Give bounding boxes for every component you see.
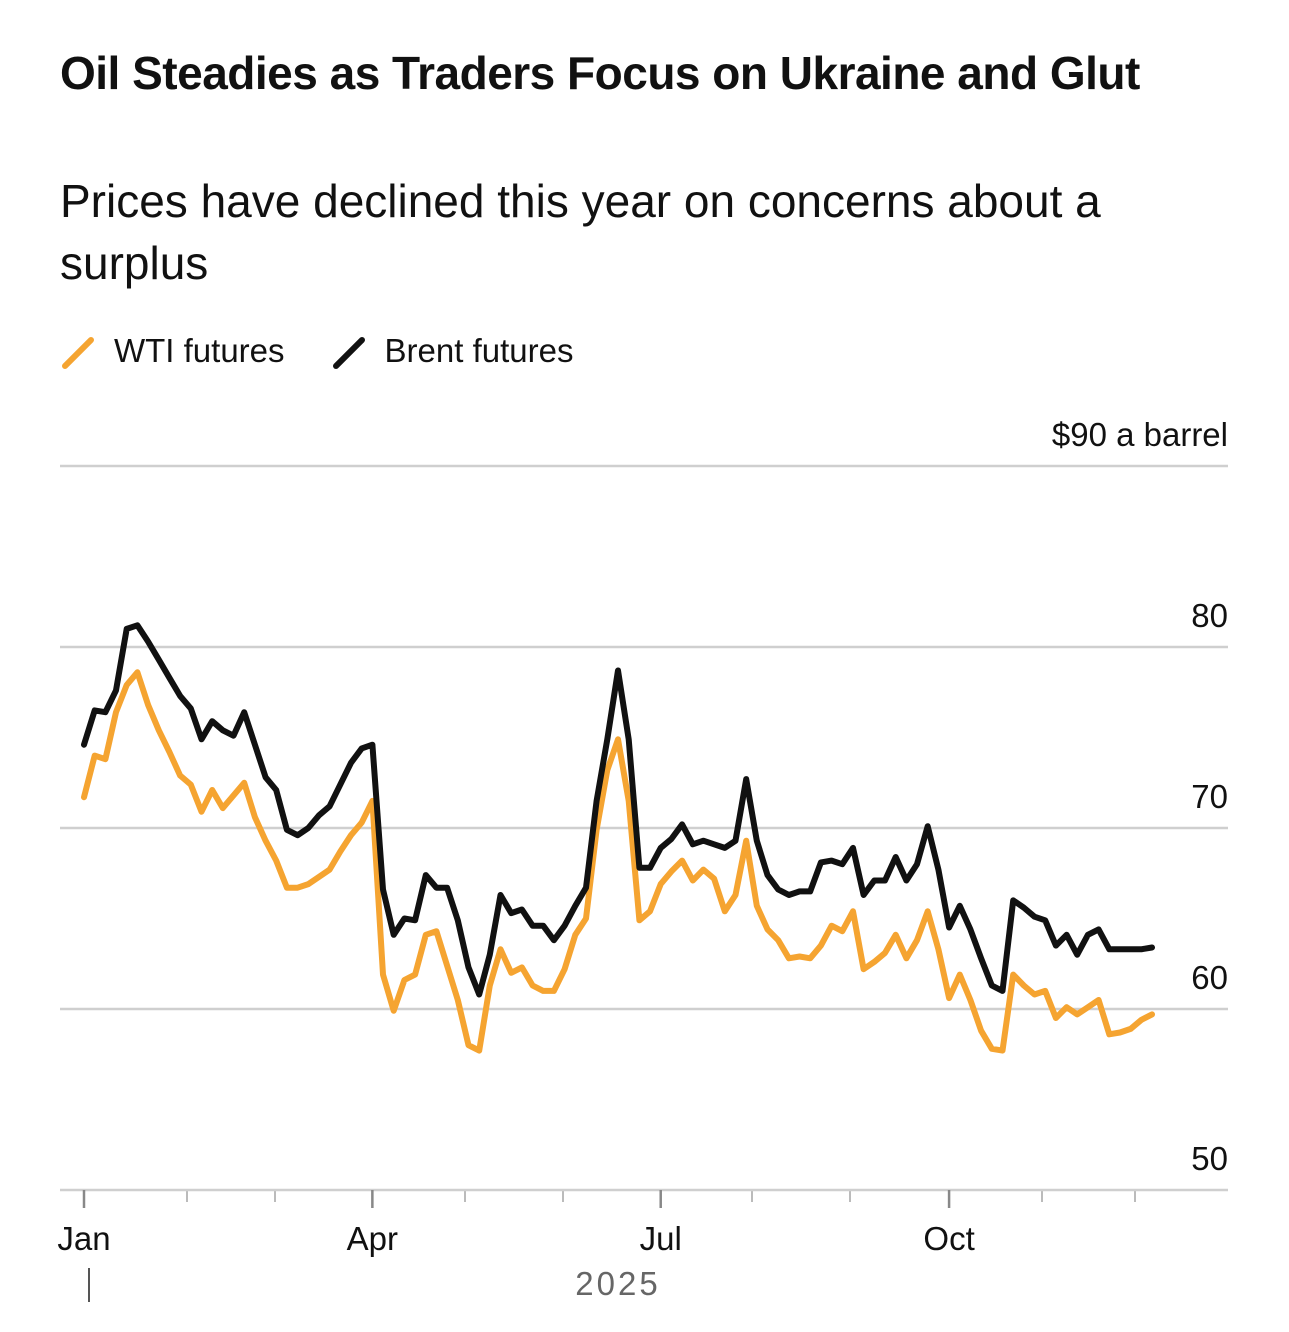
chart-title: Oil Steadies as Traders Focus on Ukraine… xyxy=(60,47,1140,99)
series-line xyxy=(81,669,1155,1054)
legend-swatch xyxy=(62,337,94,369)
x-tick-label: Apr xyxy=(347,1220,398,1257)
legend-label: WTI futures xyxy=(114,332,285,369)
series-line xyxy=(81,622,1155,998)
legend-swatch xyxy=(332,337,365,369)
y-tick-label: 50 xyxy=(1191,1140,1228,1177)
x-tick-label: Jul xyxy=(640,1220,682,1257)
legend-item: Brent futures xyxy=(331,332,574,370)
x-tick-label: Jan xyxy=(57,1220,110,1257)
legend-item: WTI futures xyxy=(60,332,285,370)
y-tick-label: 80 xyxy=(1191,597,1228,634)
y-tick-label: $90 a barrel xyxy=(1052,416,1228,453)
legend: WTI futures Brent futures xyxy=(60,332,573,370)
chart-subtitle: Prices have declined this year on concer… xyxy=(60,175,1101,289)
legend-label: Brent futures xyxy=(384,332,574,369)
y-tick-label: 70 xyxy=(1191,778,1228,815)
minor-ticks xyxy=(186,1190,1136,1202)
x-tick-label: Oct xyxy=(923,1220,974,1257)
x-axis-label: 2025 xyxy=(575,1265,660,1302)
y-tick-label: 60 xyxy=(1191,959,1228,996)
